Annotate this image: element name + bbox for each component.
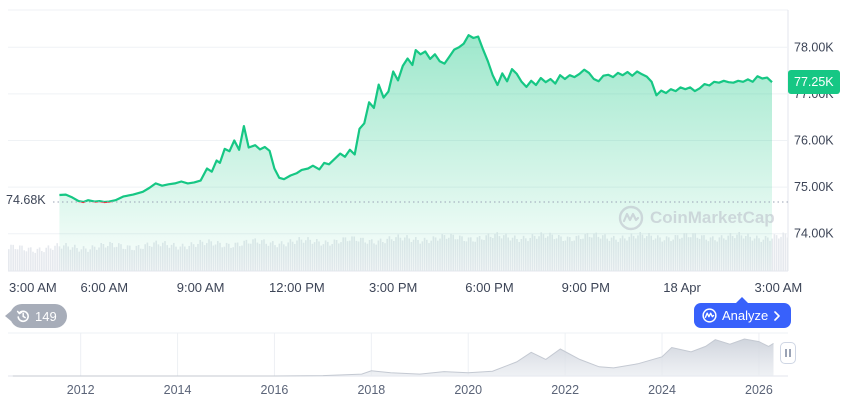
volume-bar	[773, 234, 776, 271]
analyze-button[interactable]: Analyze	[694, 297, 792, 328]
navigator-year-label: 2026	[745, 383, 773, 397]
price-area-fill	[59, 35, 772, 272]
volume-bar	[775, 235, 778, 271]
volume-bar	[54, 245, 56, 271]
y-tick-label: 75.00K	[794, 180, 834, 194]
volume-bar	[43, 252, 45, 271]
volume-bar	[12, 244, 14, 271]
x-tick-label: 18 Apr	[663, 280, 701, 295]
navigator-year-label: 2022	[551, 383, 579, 397]
volume-bar	[778, 238, 780, 271]
coinmarketcap-logo-icon	[618, 205, 644, 231]
navigator-year-label: 2024	[648, 383, 676, 397]
navigator-line	[12, 338, 774, 377]
volume-bar	[41, 251, 43, 271]
volume-bar	[784, 233, 787, 271]
volume-bar	[49, 248, 52, 271]
volume-bar	[10, 244, 12, 271]
volume-bar	[21, 245, 23, 271]
volume-bar	[30, 247, 32, 271]
start-price-label: 74.68K	[4, 193, 50, 208]
volume-bar	[14, 249, 17, 271]
y-tick-label: 74.00K	[794, 227, 834, 241]
volume-bar	[8, 249, 10, 271]
navigator-handle[interactable]	[780, 342, 796, 364]
volume-bar	[782, 232, 784, 271]
x-tick-label: 3:00 PM	[369, 280, 417, 295]
price-line	[59, 34, 773, 204]
coinmarketcap-logo-icon	[702, 308, 717, 323]
chevron-right-icon	[774, 310, 781, 321]
pause-handle-icon	[785, 349, 787, 357]
volume-bar	[25, 251, 28, 271]
analyze-label: Analyze	[722, 308, 769, 323]
y-tick-label: 76.00K	[794, 134, 834, 148]
x-axis: 3:00 AM 6:00 AM 9:00 AM 12:00 PM 3:00 PM 6:00…	[9, 280, 802, 295]
volume-bar	[780, 236, 782, 271]
navigator-year-label: 2016	[261, 383, 289, 397]
volume-bar	[786, 237, 789, 271]
x-tick-label: 9:00 AM	[177, 280, 225, 295]
x-tick-label: 6:00 AM	[80, 280, 128, 295]
volume-bar	[58, 246, 61, 271]
watermark-text: CoinMarketCap	[650, 208, 775, 227]
volume-bar	[27, 247, 30, 271]
volume-bar	[32, 251, 34, 271]
x-tick-label: 3:00 AM	[755, 280, 803, 295]
volume-bar	[34, 252, 36, 271]
navigator-area	[12, 339, 774, 376]
history-button[interactable]: 149	[5, 304, 67, 328]
x-tick-label: 12:00 PM	[269, 280, 325, 295]
volume-bar	[23, 250, 25, 271]
volume-bar	[38, 247, 41, 271]
navigator-year-label: 2014	[164, 383, 192, 397]
navigator-year-label: 2018	[357, 383, 385, 397]
volume-bar	[45, 247, 47, 271]
navigator-year-label: 2012	[67, 383, 95, 397]
price-line-up	[59, 34, 773, 203]
x-tick-label: 9:00 PM	[562, 280, 610, 295]
navigator-year-label: 2020	[454, 383, 482, 397]
volume-bar	[19, 245, 21, 271]
x-tick-label: 3:00 AM	[9, 280, 57, 295]
x-tick-label: 6:00 PM	[465, 280, 513, 295]
history-count: 149	[35, 308, 57, 324]
volume-bar	[52, 249, 54, 271]
volume-bar	[16, 249, 19, 271]
current-price-badge: 77.25K	[788, 70, 840, 95]
start-price-value: 74.68K	[6, 193, 46, 208]
history-navigator[interactable]: 2012 2014 2016 2018 2020 2022 2024 2026	[8, 332, 788, 397]
history-icon	[16, 310, 29, 323]
price-area	[59, 35, 772, 272]
volume-bar	[56, 243, 58, 271]
volume-bar	[36, 248, 39, 271]
y-tick-label: 78.00K	[794, 40, 834, 54]
watermark: CoinMarketCap	[618, 205, 775, 231]
volume-bar	[47, 245, 50, 271]
volume-bar	[771, 238, 773, 271]
